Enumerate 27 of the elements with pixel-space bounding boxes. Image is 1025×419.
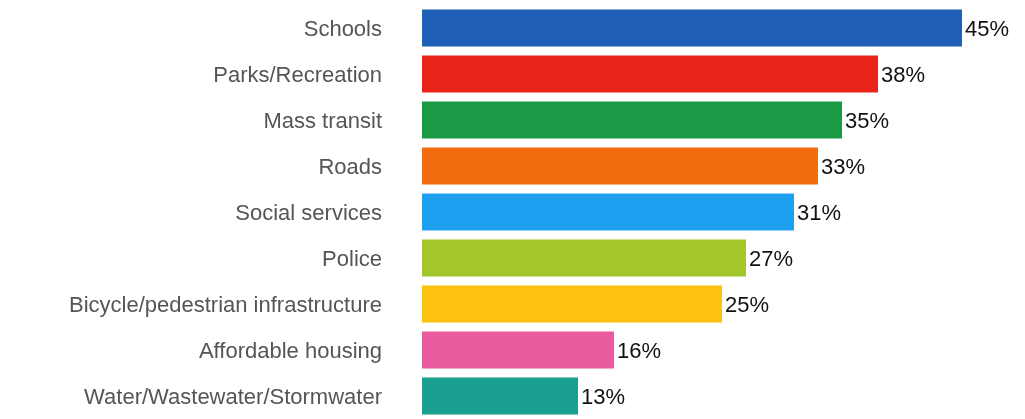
bar [422,377,578,415]
data-label: 38% [881,61,926,87]
bar [422,193,794,231]
data-label: 27% [749,245,794,271]
data-label: 13% [581,383,626,409]
bar [422,147,818,185]
bar [422,239,746,277]
y-tick-label: Police [322,245,382,271]
bar [422,331,614,369]
y-tick-label: Affordable housing [198,337,382,363]
y-tick-label: Schools [303,15,382,41]
y-tick-label: Parks/Recreation [213,61,382,87]
bar [422,101,842,139]
y-tick-label: Mass transit [263,107,382,133]
bar [422,55,878,93]
bar [422,285,722,323]
data-label: 35% [845,107,890,133]
bar [422,9,962,47]
data-label: 16% [617,337,662,363]
y-tick-label: Roads [318,153,382,179]
y-tick-label: Water/Wastewater/Stormwater [84,383,382,409]
data-label: 31% [797,199,842,225]
data-label: 33% [821,153,866,179]
y-tick-label: Bicycle/pedestrian infrastructure [68,291,382,317]
data-label: 45% [965,15,1010,41]
y-tick-label: Social services [235,199,382,225]
data-label: 25% [725,291,770,317]
